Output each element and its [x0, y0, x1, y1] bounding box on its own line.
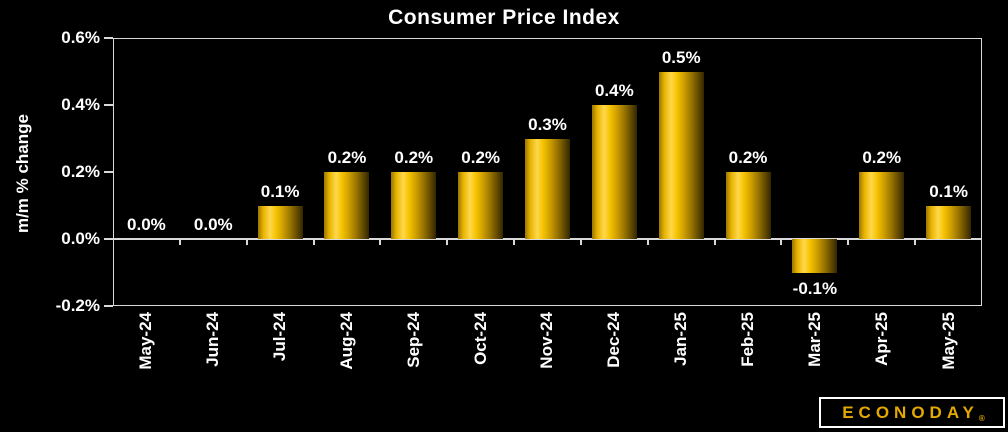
data-label: -0.1%: [792, 278, 838, 298]
y-tick-label: 0.6%: [61, 28, 100, 47]
data-label: 0.2%: [461, 148, 501, 167]
bar-Apr-25: [859, 172, 905, 239]
data-label: 0.1%: [260, 181, 300, 201]
bar-Feb-25: [725, 172, 771, 239]
zero-line-tick: [379, 239, 382, 245]
x-tick-label: Sep-24: [380, 312, 447, 404]
data-label: 0.2%: [327, 148, 367, 167]
zero-line-tick: [579, 239, 582, 245]
zero-line: [113, 238, 982, 240]
zero-line-tick: [847, 239, 850, 245]
econoday-logo: ECONODAY ®: [819, 397, 1005, 428]
x-tick-label-text: Apr-25: [871, 312, 891, 366]
bar-Jan-25: [658, 71, 704, 239]
zero-line-tick: [513, 239, 516, 245]
y-axis-tick: [104, 104, 113, 106]
y-axis-title-text: m/m % change: [13, 114, 32, 234]
x-tick-label-text: Feb-25: [738, 312, 758, 367]
data-label: 0.4%: [594, 81, 634, 100]
x-tick-label-text: May-24: [136, 312, 156, 370]
econoday-logo-text: ECONODAY: [842, 402, 979, 422]
bar-Sep-24: [391, 172, 437, 239]
y-axis-tick: [104, 305, 113, 307]
zero-line-tick: [780, 239, 783, 245]
y-axis-tick: [104, 171, 113, 173]
bar-Dec-24: [591, 105, 637, 239]
x-tick-label-text: Jan-25: [671, 312, 691, 366]
y-axis-tick: [104, 37, 113, 39]
data-label: 0.0%: [127, 215, 166, 234]
x-tick-label-text: Jun-24: [203, 312, 223, 367]
bar-Oct-24: [458, 172, 504, 239]
x-tick-label: May-24: [113, 312, 180, 404]
zero-line-tick: [713, 239, 716, 245]
x-tick-label: Aug-24: [314, 312, 381, 404]
x-tick-label: Mar-25: [781, 312, 848, 404]
x-tick-label-text: Sep-24: [403, 312, 423, 368]
bar-Aug-24: [324, 172, 370, 239]
y-tick-label: 0.4%: [61, 95, 100, 114]
x-tick-label-text: May-25: [938, 312, 958, 370]
data-label: 0.5%: [661, 47, 701, 67]
zero-line-tick: [245, 239, 248, 245]
x-tick-label: Feb-25: [715, 312, 782, 404]
zero-line-tick: [914, 239, 917, 245]
bar-Nov-24: [525, 138, 570, 239]
x-tick-label-text: Nov-24: [537, 312, 557, 369]
data-label: 0.3%: [528, 114, 567, 134]
y-tick-label: 0.0%: [61, 229, 100, 248]
zero-line-tick: [646, 239, 649, 245]
x-tick-label: Apr-25: [848, 312, 915, 404]
x-tick-label: Nov-24: [514, 312, 581, 404]
x-tick-label-text: Aug-24: [336, 312, 356, 370]
x-tick-label-text: Oct-24: [470, 312, 490, 365]
x-tick-label: Oct-24: [447, 312, 514, 404]
zero-line-tick: [312, 239, 315, 245]
x-tick-label-text: Mar-25: [804, 312, 824, 367]
x-tick-label: May-25: [915, 312, 982, 404]
data-label: 0.2%: [728, 148, 768, 167]
bar-Mar-25: [792, 239, 838, 273]
y-axis-tick: [104, 238, 113, 240]
zero-line-tick: [446, 239, 449, 245]
y-tick-label: -0.2%: [55, 296, 100, 315]
data-label: 0.2%: [394, 148, 434, 167]
y-axis-title: m/m % change: [10, 40, 36, 308]
x-tick-label-text: Dec-24: [604, 312, 624, 368]
x-tick-label-text: Jul-24: [270, 312, 290, 362]
bar-May-25: [926, 205, 972, 239]
y-tick-label: 0.2%: [61, 162, 100, 181]
data-label: 0.0%: [193, 215, 233, 234]
registered-mark-icon: ®: [978, 414, 985, 423]
zero-line-tick: [178, 239, 181, 245]
x-tick-label: Jun-24: [180, 312, 247, 404]
x-tick-label: Dec-24: [581, 312, 648, 404]
data-label: 0.2%: [862, 148, 902, 167]
x-tick-label: Jul-24: [247, 312, 314, 404]
data-label: 0.1%: [929, 181, 968, 201]
chart-title: Consumer Price Index: [388, 6, 620, 29]
bar-Jul-24: [257, 205, 303, 239]
x-tick-label: Jan-25: [648, 312, 715, 404]
